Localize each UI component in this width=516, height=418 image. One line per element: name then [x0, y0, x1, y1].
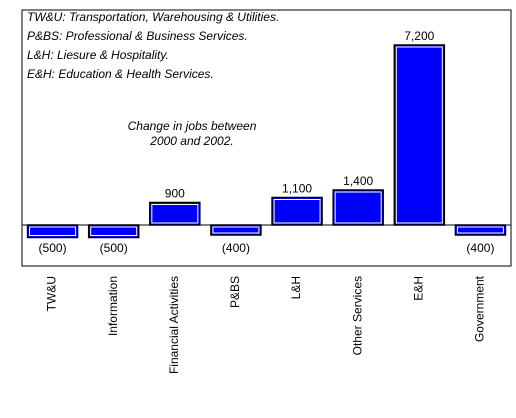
value-label: 900 [165, 187, 185, 201]
note: L&H: Liesure & Hospitality. [27, 48, 169, 62]
x-tick-label: P&BS [228, 276, 242, 308]
x-tick-label: Information [106, 276, 120, 336]
value-label: 1,100 [282, 182, 312, 196]
value-label: 7,200 [404, 29, 434, 43]
bar [271, 196, 323, 226]
x-tick-label: E&H [411, 276, 425, 301]
annotation: 2000 and 2002. [149, 134, 233, 148]
x-tick-label: L&H [289, 276, 303, 299]
value-label: (400) [222, 241, 250, 255]
x-tick-label: Financial Activities [167, 276, 181, 374]
bar-highlight [212, 226, 260, 234]
bar [332, 189, 384, 226]
bar-highlight [273, 199, 321, 224]
x-tick-label: Other Services [350, 276, 364, 355]
x-tick-label: TW&U [45, 276, 59, 311]
annotation: Change in jobs between [128, 119, 257, 133]
bar-highlight [29, 226, 77, 236]
bar-highlight [90, 226, 138, 236]
value-label: 1,400 [343, 174, 373, 188]
note: E&H: Education & Health Services. [27, 67, 214, 81]
value-label: (500) [39, 241, 67, 255]
bar [149, 201, 201, 226]
bar-highlight [456, 226, 504, 234]
bar-highlight [395, 46, 443, 224]
bar-highlight [334, 191, 382, 224]
value-label: (400) [466, 241, 494, 255]
note: P&BS: Professional & Business Services. [27, 29, 248, 43]
bar [393, 44, 446, 226]
value-label: (500) [100, 241, 128, 255]
bar-highlight [151, 204, 199, 224]
note: TW&U: Transportation, Warehousing & Util… [27, 10, 279, 24]
x-tick-label: Government [473, 275, 487, 342]
